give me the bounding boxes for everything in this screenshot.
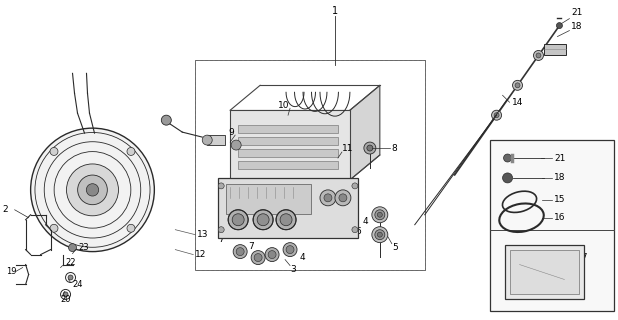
Circle shape (127, 148, 135, 156)
Circle shape (335, 190, 351, 206)
Bar (238, 125, 338, 133)
Text: 19: 19 (6, 267, 16, 276)
Circle shape (236, 248, 244, 256)
Circle shape (231, 140, 241, 150)
Circle shape (320, 190, 336, 206)
Circle shape (556, 23, 562, 28)
Circle shape (202, 135, 212, 145)
Circle shape (375, 230, 385, 240)
Circle shape (502, 173, 512, 183)
Circle shape (63, 292, 68, 297)
Text: 6: 6 (268, 248, 274, 257)
Circle shape (324, 194, 332, 202)
Bar (489, 140, 614, 311)
Circle shape (31, 128, 154, 252)
Circle shape (352, 227, 358, 233)
Bar (544, 44, 567, 55)
Circle shape (228, 210, 248, 230)
Text: 6: 6 (355, 227, 361, 236)
Circle shape (50, 224, 58, 232)
Circle shape (233, 244, 247, 259)
Circle shape (218, 183, 224, 189)
Circle shape (232, 214, 244, 226)
Circle shape (127, 224, 135, 232)
Text: 8: 8 (392, 144, 397, 153)
Circle shape (533, 51, 543, 60)
Circle shape (265, 248, 279, 261)
Circle shape (87, 184, 99, 196)
Circle shape (253, 210, 273, 230)
Bar (207, 135, 225, 145)
Circle shape (352, 183, 358, 189)
Circle shape (515, 83, 520, 88)
Circle shape (251, 251, 265, 265)
Text: 3: 3 (290, 265, 296, 274)
Bar (238, 149, 338, 157)
Text: 5: 5 (392, 243, 397, 252)
Circle shape (372, 227, 388, 243)
Circle shape (536, 53, 541, 58)
Circle shape (268, 251, 276, 259)
Circle shape (367, 145, 373, 151)
Circle shape (372, 207, 388, 223)
Text: 1: 1 (332, 6, 338, 16)
Circle shape (491, 110, 502, 120)
Circle shape (286, 246, 294, 253)
Text: 15: 15 (554, 195, 566, 204)
Circle shape (339, 194, 347, 202)
Text: 17: 17 (577, 253, 589, 262)
Circle shape (280, 214, 292, 226)
Bar (195, 60, 425, 269)
Text: 12: 12 (195, 250, 206, 259)
Text: 4: 4 (300, 253, 306, 262)
Text: 16: 16 (554, 213, 566, 222)
Circle shape (504, 154, 512, 162)
Text: 21: 21 (572, 8, 583, 17)
Text: 11: 11 (342, 144, 353, 153)
Circle shape (161, 115, 171, 125)
Circle shape (67, 164, 119, 216)
Bar (226, 184, 311, 214)
Bar (195, 60, 425, 269)
Text: 21: 21 (554, 154, 566, 163)
Text: 18: 18 (554, 173, 566, 182)
Circle shape (512, 80, 523, 90)
Circle shape (50, 148, 58, 156)
Circle shape (69, 244, 77, 252)
Circle shape (276, 210, 296, 230)
Bar (238, 137, 338, 145)
Text: 7: 7 (218, 235, 224, 244)
Text: 7: 7 (248, 242, 254, 251)
Text: 9: 9 (228, 128, 234, 137)
Circle shape (378, 232, 383, 237)
Circle shape (68, 275, 73, 280)
Bar (230, 110, 350, 180)
Circle shape (375, 210, 385, 220)
Text: 20: 20 (61, 295, 71, 304)
Text: 22: 22 (66, 258, 76, 267)
Text: 18: 18 (572, 22, 583, 31)
Polygon shape (350, 85, 380, 180)
Text: 13: 13 (197, 230, 209, 239)
Text: 24: 24 (72, 280, 83, 289)
Circle shape (494, 113, 499, 118)
Text: 14: 14 (512, 98, 523, 107)
Circle shape (364, 142, 376, 154)
Bar (510, 250, 580, 294)
Bar (238, 161, 338, 169)
Text: 23: 23 (78, 243, 89, 252)
Bar (504, 244, 585, 300)
Circle shape (254, 253, 262, 261)
Circle shape (283, 243, 297, 257)
Circle shape (378, 212, 383, 217)
Circle shape (218, 227, 224, 233)
Text: 2: 2 (2, 205, 8, 214)
Text: 10: 10 (278, 101, 290, 110)
Bar (218, 178, 358, 238)
Text: 4: 4 (363, 217, 368, 226)
Circle shape (257, 214, 269, 226)
Circle shape (78, 175, 108, 205)
